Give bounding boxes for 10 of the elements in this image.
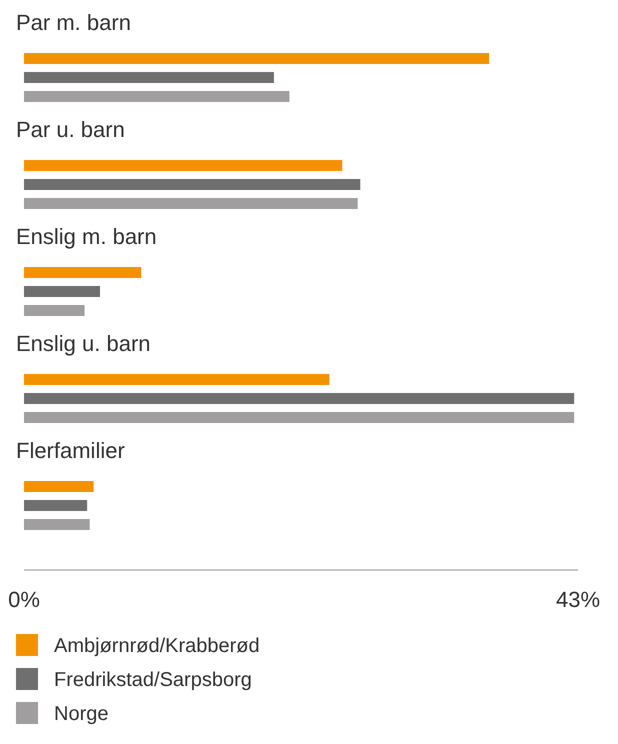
- y-tick-label: Flerfamilier: [16, 438, 125, 463]
- legend-label: Fredrikstad/Sarpsborg: [54, 669, 252, 691]
- y-tick-label: Enslig u. barn: [16, 331, 151, 356]
- legend-label: Norge: [54, 703, 108, 725]
- x-tick-label: 0%: [8, 587, 40, 612]
- legend-label: Ambjørnrød/Krabberød: [54, 635, 260, 657]
- y-tick-label: Enslig m. barn: [16, 224, 157, 249]
- x-tick-label: 43%: [556, 587, 600, 612]
- y-tick-label: Par u. barn: [16, 117, 125, 142]
- y-tick-label: Par m. barn: [16, 10, 131, 35]
